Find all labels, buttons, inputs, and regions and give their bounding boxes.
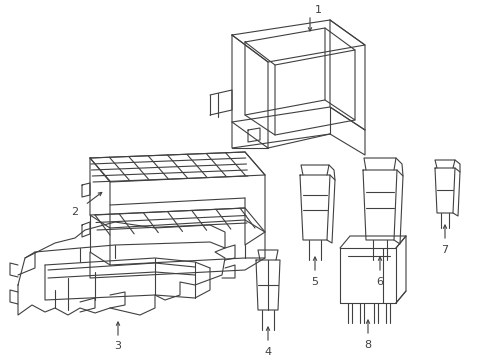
Text: 2: 2 <box>71 207 79 217</box>
Text: 7: 7 <box>441 245 447 255</box>
Text: 8: 8 <box>364 340 371 350</box>
Text: 4: 4 <box>264 347 271 357</box>
Text: 1: 1 <box>314 5 321 15</box>
Text: 3: 3 <box>114 341 121 351</box>
Text: 6: 6 <box>376 277 383 287</box>
Text: 5: 5 <box>311 277 318 287</box>
